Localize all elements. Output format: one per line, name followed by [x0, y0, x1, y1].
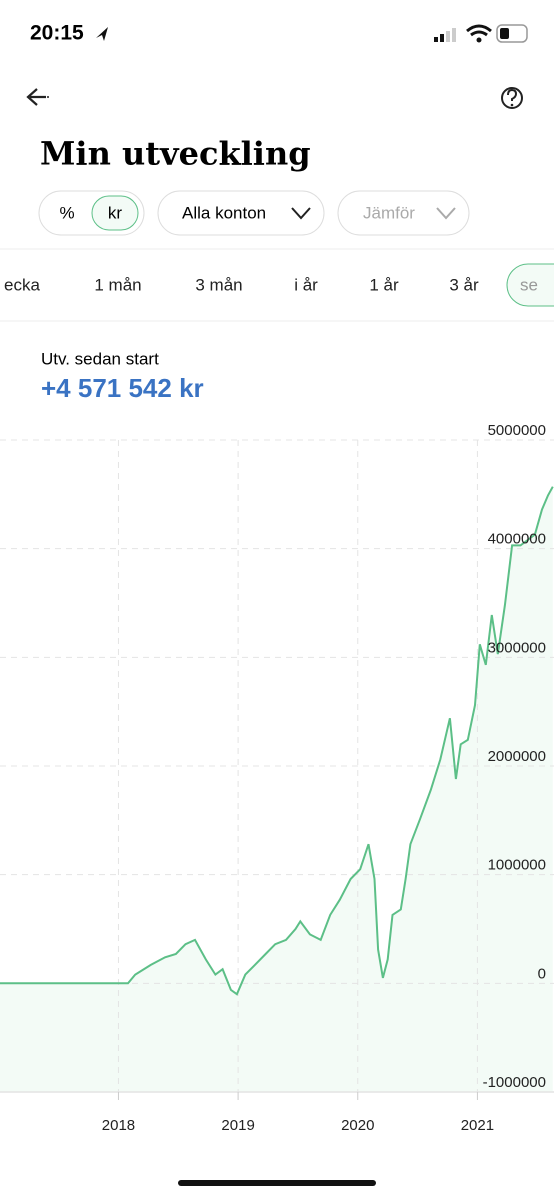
y-tick-label: 0	[538, 965, 546, 982]
compare-dropdown[interactable]	[337, 190, 470, 236]
battery-level	[500, 28, 509, 39]
battery	[496, 24, 528, 43]
period-tab[interactable]: se	[520, 275, 538, 294]
period-tab[interactable]: i år	[294, 275, 318, 294]
page-title: Min utveckling	[40, 135, 311, 173]
home-indicator	[178, 1180, 376, 1186]
x-tick-label: 2019	[221, 1117, 254, 1134]
help-button[interactable]	[501, 87, 523, 109]
period-tabs: ecka 1 mån 3 mån i år 1 år 3 år se	[4, 275, 538, 294]
y-tick-label: 5000000	[488, 422, 546, 439]
period-tab[interactable]: 3 mån	[195, 275, 242, 294]
wifi-dot	[476, 37, 482, 43]
chevron	[436, 207, 456, 220]
y-tick-label: 2000000	[488, 748, 546, 765]
y-tick-label: -1000000	[483, 1074, 546, 1091]
wifi-icon	[466, 24, 492, 37]
period-tab[interactable]: 3 år	[449, 275, 479, 294]
chart: 5000000 4000000 3000000 2000000 1000000 0 -100…	[0, 422, 554, 1134]
toggle-option[interactable]: kr	[108, 203, 123, 222]
x-tick-label: 2018	[102, 1117, 135, 1134]
toggle-option[interactable]: %	[59, 203, 74, 222]
summary-value: +4 571 542 kr	[41, 373, 204, 403]
x-tick-label: 2021	[461, 1117, 494, 1134]
back-dot	[47, 96, 49, 98]
y-tick-label: 3000000	[488, 639, 546, 656]
back-button[interactable]	[26, 88, 46, 106]
y-tick-label: 1000000	[488, 857, 546, 874]
toggle-selected	[91, 195, 139, 231]
dropdown-label: Jämför	[363, 203, 415, 222]
x-tick-label: 2020	[341, 1117, 374, 1134]
y-tick-label: 4000000	[488, 531, 546, 548]
tab-selected	[506, 263, 554, 307]
period-tab[interactable]: 1 mån	[94, 275, 141, 294]
dropdown-label: Alla konton	[182, 203, 266, 222]
clock: 20:15	[30, 22, 84, 45]
location-icon	[96, 27, 108, 41]
signal-icon	[434, 28, 456, 42]
summary-label: Utv. sedan start	[41, 349, 159, 368]
account-dropdown[interactable]	[157, 190, 325, 236]
period-tab[interactable]: 1 år	[369, 275, 399, 294]
line	[0, 486, 554, 996]
area	[0, 486, 553, 1092]
period-tab[interactable]: ecka	[4, 275, 40, 294]
chevron	[291, 207, 311, 220]
